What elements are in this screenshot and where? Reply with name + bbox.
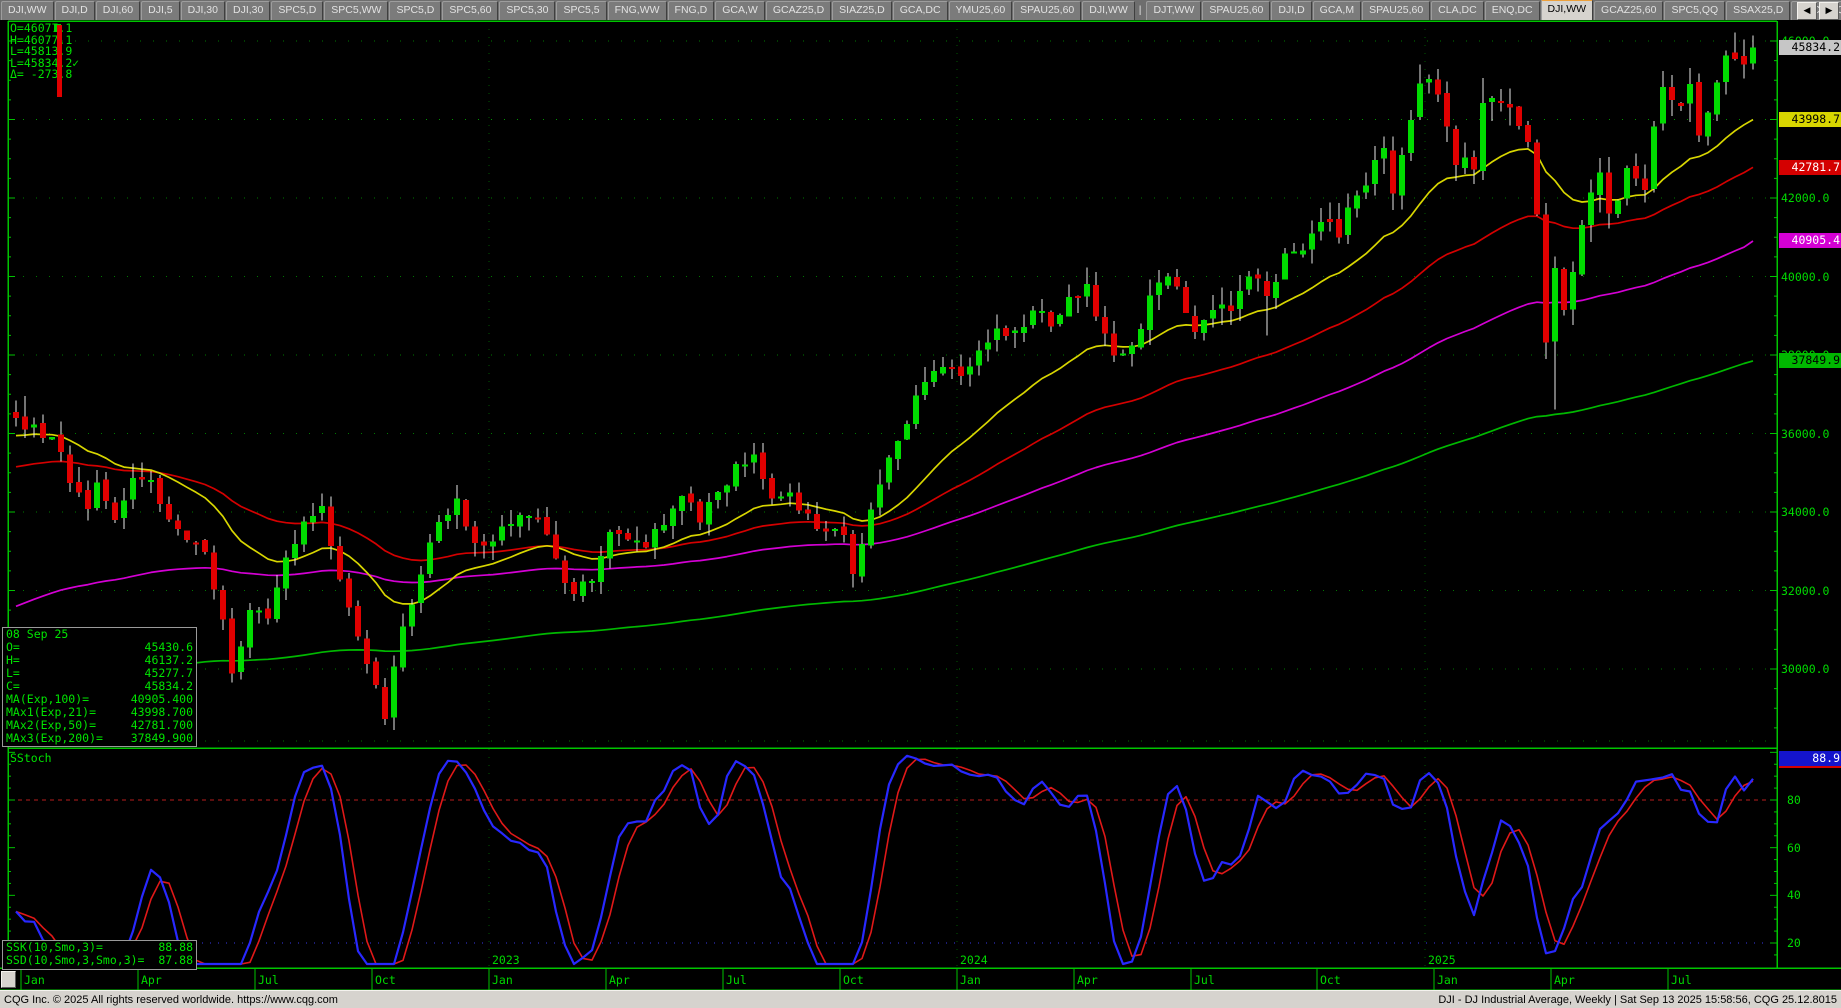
timeline-month-label: Apr [141, 973, 162, 987]
timeline-month-label: Oct [375, 973, 396, 987]
timeline-month-label: Oct [1320, 973, 1341, 987]
chart-tab-dji-ww[interactable]: DJI,WW [1540, 0, 1594, 20]
timeline-month-label: Jul [258, 973, 279, 987]
timeline-month-label: Oct [843, 973, 864, 987]
stochastic-study-label: SStoch [10, 751, 52, 765]
chart-tab-siaz25-d[interactable]: SIAZ25,D [832, 1, 892, 20]
stochastic-values-infobox: SSK(10,Smo,3)= 88.88 SSD(10,Smo,3,Smo,3)=… [2, 940, 197, 970]
price-axis-label: 42000.0 [1781, 191, 1830, 205]
tab-group-divider: | [1138, 4, 1142, 16]
quote-open: O=46077.1 [10, 21, 73, 35]
bar-values-infobox: 08 Sep 25 O= 45430.6 H= 46137.2 L= 45277.7 … [2, 627, 197, 747]
ssk-value-badge: 88.9 [1779, 751, 1841, 766]
chart-tab-spc5-qq[interactable]: SPC5,QQ [1664, 1, 1726, 20]
symbol-tab-bar: DJI,WW DJI,D DJI,60 DJI,5 DJI,30 DJI,30 SPC5,D… [0, 0, 1841, 20]
quote-overlay: O=46077.1 H=46077.1 L=45813.9 L=45834.2✓ Δ= … [10, 21, 80, 82]
quote-net-change: Δ= -273.8 [10, 67, 73, 82]
timeline-year-label: 2024 [960, 953, 988, 967]
chart-tab-spc5-ww[interactable]: SPC5,WW [324, 1, 389, 20]
timeline-month-label: Jul [726, 973, 747, 987]
stochastic-axis-label: 80 [1787, 793, 1801, 807]
quote-low: L=45813.9 [10, 44, 73, 59]
timeline-month-label: Apr [1077, 973, 1098, 987]
price-axis-label: 32000.0 [1781, 583, 1830, 598]
price-axis-label: 34000.0 [1781, 505, 1830, 519]
last-price-badge: 45834.2 [1779, 40, 1841, 55]
timeline-month-label: Jul [1671, 973, 1692, 987]
price-axis-label: 40000.0 [1781, 269, 1830, 284]
chart-tab-spc5-5[interactable]: SPC5,5 [556, 1, 607, 20]
chart-tab-gca-w[interactable]: GCA,W [715, 1, 765, 20]
ema200-price-badge: 37849.9 [1779, 353, 1841, 369]
timeline-month-label: Apr [609, 973, 630, 987]
chart-tab-djt-ww[interactable]: DJT,WW [1146, 1, 1202, 20]
chart-tab-dji-ww[interactable]: DJI,WW [1, 1, 54, 20]
stochastic-axis-label: 20 [1787, 935, 1801, 950]
chart-tab-fng-ww[interactable]: FNG,WW [607, 1, 667, 20]
stochastic-axis-label: 40 [1787, 888, 1801, 903]
timeline-month-label: Jul [1194, 973, 1215, 987]
chart-tab-spau25-60[interactable]: SPAU25,60 [1362, 1, 1431, 20]
chart-tab-gcaz25-d[interactable]: GCAZ25,D [765, 1, 832, 20]
chart-tab-gca-dc[interactable]: GCA,DC [892, 1, 948, 20]
chart-tab-spc5-30[interactable]: SPC5,30 [499, 1, 556, 20]
timeline-month-label: Jan [492, 973, 513, 987]
chart-tab-gca-m[interactable]: GCA,M [1312, 1, 1362, 20]
price-axis-label: 30000.0 [1781, 662, 1830, 676]
chart-area[interactable] [0, 20, 1841, 992]
timeline-month-label: Apr [1554, 973, 1575, 987]
chart-tab-ymu25-60[interactable]: YMU25,60 [948, 1, 1013, 20]
chart-tab-dji-ww[interactable]: DJI,WW [1082, 1, 1135, 20]
chart-tab-spc5-60[interactable]: SPC5,60 [442, 1, 499, 20]
chart-tab-dji-60[interactable]: DJI,60 [95, 1, 141, 20]
ema100-price-badge: 40905.4 [1779, 233, 1841, 249]
price-axis-label: 36000.0 [1781, 426, 1830, 441]
price-and-stochastic-plot[interactable] [0, 20, 1841, 992]
chart-tab-dji-30[interactable]: DJI,30 [225, 1, 271, 20]
chart-tab-gcaz25-60[interactable]: GCAZ25,60 [1594, 1, 1664, 20]
timeline-year-label: 2023 [492, 953, 520, 967]
chart-tab-dji-d[interactable]: DJI,D [54, 1, 95, 20]
status-symbol-info: DJI - DJ Industrial Average, Weekly | Sa… [1438, 993, 1837, 1006]
timeline-grip[interactable] [1, 971, 16, 988]
timeline-month-label: Jan [960, 973, 981, 987]
timeline-month-label: Jan [24, 973, 45, 987]
tab-scroll-left-button[interactable]: ◀ [1797, 2, 1817, 20]
chart-tab-cla-dc[interactable]: CLA,DC [1431, 1, 1484, 20]
chart-tab-dji-30[interactable]: DJI,30 [180, 1, 225, 20]
tab-scroll-arrows: ◀ ▶ [1797, 2, 1839, 20]
quote-last: L=45834.2✓ [10, 55, 80, 70]
timeline-month-label: Jan [1437, 973, 1458, 987]
ema50-price-badge: 42781.7 [1779, 159, 1841, 175]
chart-tab-fng-d[interactable]: FNG,D [667, 1, 715, 20]
status-copyright: CQG Inc. © 2025 All rights reserved worl… [4, 993, 338, 1006]
chart-tab-dji-d[interactable]: DJI,D [1271, 1, 1312, 20]
tab-scroll-right-button[interactable]: ▶ [1819, 2, 1839, 20]
stochastic-axis-label: 60 [1787, 840, 1801, 855]
quote-high: H=46077.1 [10, 32, 73, 47]
ema21-price-badge: 43998.7 [1779, 112, 1841, 128]
infobox-date: 08 Sep 25 [6, 627, 69, 641]
chart-tab-spc5-d[interactable]: SPC5,D [271, 1, 324, 20]
status-bar: CQG Inc. © 2025 All rights reserved worl… [0, 990, 1841, 1008]
chart-tab-spau25-60[interactable]: SPAU25,60 [1013, 1, 1082, 20]
current-bar-marker-red [57, 25, 62, 97]
chart-tab-dji-5[interactable]: DJI,5 [141, 1, 180, 20]
chart-tab-spc5-d[interactable]: SPC5,D [389, 1, 442, 20]
chart-tab-ssax25-d[interactable]: SSAX25,D [1726, 1, 1791, 20]
timeline-year-label: 2025 [1428, 953, 1456, 967]
chart-tab-enq-dc[interactable]: ENQ,DC [1484, 1, 1540, 20]
chart-tab-spau25-60[interactable]: SPAU25,60 [1202, 1, 1271, 20]
